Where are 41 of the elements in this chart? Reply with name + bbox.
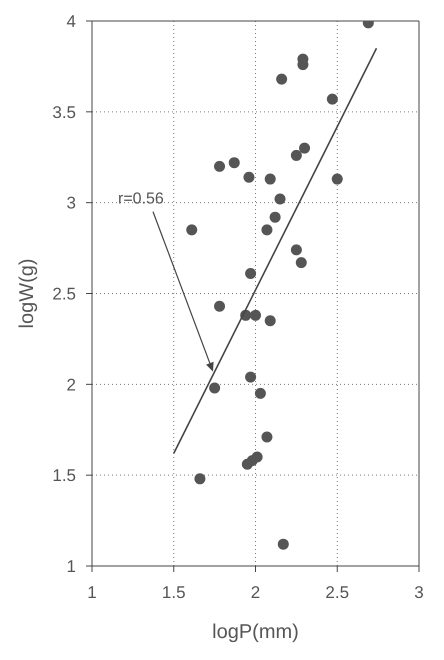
point — [270, 212, 281, 223]
point — [264, 174, 276, 185]
point — [278, 538, 289, 550]
x-axis-title: logP(mm) — [212, 621, 299, 643]
point — [214, 300, 226, 312]
x-tick-label: 1.5 — [162, 583, 186, 602]
point — [264, 315, 276, 326]
y-axis-title: logW(g) — [16, 258, 38, 329]
point — [274, 194, 286, 205]
point — [326, 94, 338, 105]
annotation: r=0.56 — [118, 190, 164, 208]
point — [332, 174, 343, 185]
point — [254, 388, 266, 399]
point — [228, 157, 240, 168]
point — [290, 150, 302, 161]
point — [194, 473, 206, 484]
y-tick-label: 2.5 — [52, 284, 76, 304]
point — [209, 382, 220, 394]
x-tick-label: 2 — [250, 583, 260, 602]
point — [242, 458, 253, 470]
point — [296, 257, 307, 268]
y-tick-label: 3.5 — [52, 102, 76, 122]
point — [214, 160, 226, 172]
point — [245, 372, 256, 383]
point — [250, 310, 261, 321]
x-tick-label: 2.5 — [325, 583, 350, 602]
y-tick-label: 4 — [66, 12, 76, 32]
y-tick-label: 3 — [66, 194, 76, 213]
x-tick-label: 3 — [414, 583, 424, 602]
y-tick-label: 1 — [66, 557, 76, 576]
point — [243, 172, 254, 183]
point — [261, 224, 272, 236]
y-tick-label: 1.5 — [52, 466, 76, 486]
point — [261, 432, 272, 443]
x-tick-label: 1 — [87, 583, 97, 602]
point — [290, 244, 302, 256]
point — [186, 224, 198, 236]
point — [245, 268, 256, 280]
y-tick-label: 2 — [66, 375, 76, 394]
point — [299, 142, 310, 154]
point — [276, 74, 288, 85]
